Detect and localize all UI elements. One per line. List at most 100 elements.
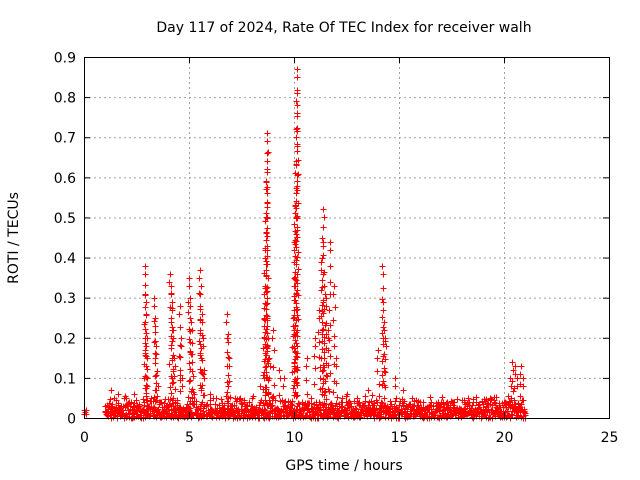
data-point (197, 352, 204, 359)
data-point (379, 372, 386, 379)
data-point (323, 303, 330, 310)
data-point (376, 393, 383, 400)
data-point (327, 322, 334, 329)
data-point (508, 395, 515, 402)
data-point (165, 406, 172, 413)
data-point (264, 300, 271, 307)
data-point (315, 329, 322, 336)
data-point (168, 315, 175, 322)
data-point (144, 335, 151, 342)
data-point (264, 261, 271, 268)
data-point (293, 244, 300, 251)
data-point (311, 381, 318, 388)
data-point (177, 342, 184, 349)
data-point (135, 404, 142, 411)
data-point (151, 318, 158, 325)
data-point (294, 254, 301, 261)
data-point (264, 225, 271, 232)
data-point (324, 414, 331, 421)
data-point (356, 399, 363, 406)
chart-title: Day 117 of 2024, Rate Of TEC Index for r… (156, 20, 531, 36)
data-point (330, 389, 337, 396)
data-point (293, 379, 300, 386)
data-point (152, 398, 159, 405)
data-point (199, 382, 206, 389)
data-point (294, 172, 301, 179)
data-point (133, 397, 140, 404)
data-point (491, 399, 498, 406)
data-point (224, 311, 231, 318)
data-point (333, 363, 340, 370)
data-point (295, 266, 302, 273)
data-point (152, 350, 159, 357)
data-point (293, 190, 300, 197)
data-point (225, 372, 232, 379)
data-point (461, 406, 468, 413)
data-point (303, 363, 310, 370)
data-point (142, 304, 149, 311)
data-point (271, 347, 278, 354)
data-point (264, 150, 271, 157)
data-point (379, 263, 386, 270)
data-point (381, 319, 388, 326)
data-point (292, 323, 299, 330)
data-point (410, 403, 417, 410)
data-point (227, 394, 234, 401)
data-point (264, 247, 271, 254)
y-tick-label: 0.7 (54, 131, 76, 147)
data-point (380, 378, 387, 385)
data-point (166, 279, 173, 286)
data-point (380, 299, 387, 306)
data-point (295, 400, 302, 407)
data-point (291, 221, 298, 228)
data-point (196, 290, 203, 297)
data-point (321, 214, 328, 221)
data-point (169, 324, 176, 331)
data-point (409, 395, 416, 402)
data-point (270, 364, 277, 371)
data-point (293, 231, 300, 238)
data-point (264, 166, 271, 173)
data-point (172, 386, 179, 393)
data-point (412, 412, 419, 419)
data-point (107, 396, 114, 403)
data-point (264, 323, 271, 330)
data-point (187, 377, 194, 384)
data-point (319, 385, 326, 392)
data-point (153, 343, 160, 350)
data-point (179, 383, 186, 390)
data-point (225, 331, 232, 338)
data-point (320, 299, 327, 306)
data-point (438, 401, 445, 408)
data-point (319, 235, 326, 242)
data-point (262, 364, 269, 371)
data-point (294, 287, 301, 294)
data-point (268, 403, 275, 410)
data-point (303, 377, 310, 384)
data-point (485, 406, 492, 413)
data-point (459, 397, 466, 404)
data-point (102, 403, 109, 410)
data-point (327, 263, 334, 270)
data-point (144, 375, 151, 382)
data-point (312, 343, 319, 350)
data-point (198, 283, 205, 290)
data-point (439, 394, 446, 401)
data-point (469, 402, 476, 409)
data-point (295, 171, 302, 178)
data-point (332, 304, 339, 311)
data-point (170, 335, 177, 342)
data-point (312, 335, 319, 342)
data-point (520, 383, 527, 390)
data-point (153, 372, 160, 379)
data-point (143, 382, 150, 389)
data-point (517, 393, 524, 400)
data-point (263, 237, 270, 244)
data-point (380, 324, 387, 331)
data-point (320, 252, 327, 259)
data-point (295, 200, 302, 207)
data-point (281, 399, 288, 406)
x-tick-label: 10 (286, 430, 304, 446)
data-point (199, 319, 206, 326)
y-tick-label: 0.1 (54, 371, 76, 387)
